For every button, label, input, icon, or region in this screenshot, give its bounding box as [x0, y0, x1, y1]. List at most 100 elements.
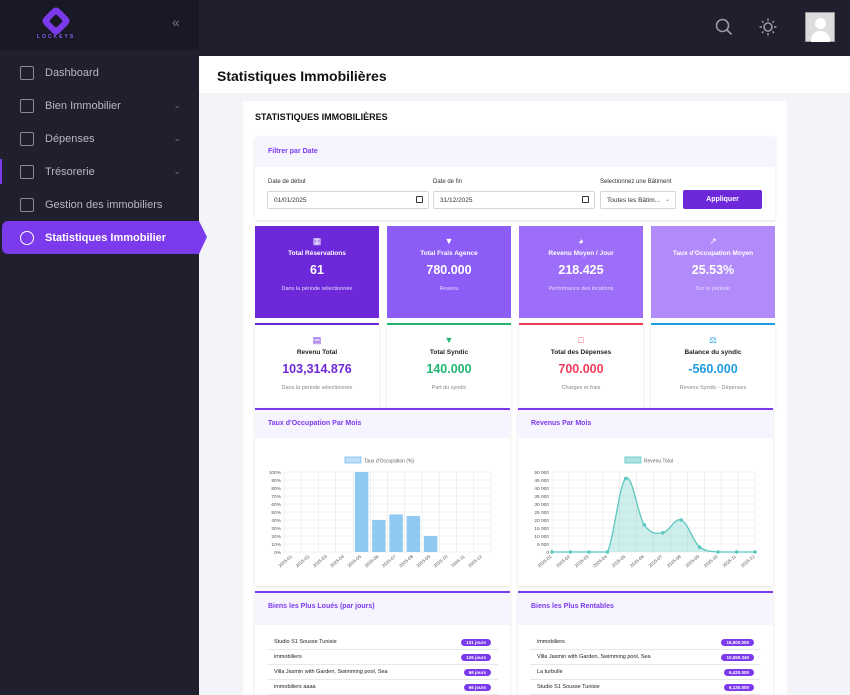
end-date-input[interactable]: 31/12/2025: [433, 191, 595, 209]
avatar[interactable]: [805, 12, 835, 42]
property-name: Studio S1 Sousse Tunisie: [537, 684, 600, 690]
building-select[interactable]: Toutes les Bâtim... ⌄: [600, 191, 676, 209]
bank-icon: [20, 164, 34, 179]
chevron-down-icon: ⌄: [173, 133, 181, 143]
chevron-down-icon: ⌄: [173, 100, 181, 110]
sidebar-item-gestion-immobiliers[interactable]: Gestion des immobiliers: [0, 188, 199, 221]
sidebar-item-depenses[interactable]: Dépenses ⌄: [0, 122, 199, 155]
sidebar-item-bien-immobilier[interactable]: Bien Immobilier ⌄: [0, 89, 199, 122]
kpi-balance-syndic: ⚖ Balance du syndic -560.000 Revenu Synd…: [651, 323, 775, 409]
days-badge: 131 jours: [461, 638, 491, 646]
y-tick-label: 0: [546, 550, 549, 556]
page-header: Statistiques Immobilières: [199, 56, 850, 93]
revenue-badge: 18,800.000: [721, 638, 754, 646]
receipt-icon: □: [578, 335, 584, 345]
topbar: [199, 0, 850, 56]
days-badge: 66 jours: [463, 683, 491, 691]
days-badge: 126 jours: [461, 653, 491, 661]
y-tick-label: 90%: [271, 478, 281, 484]
y-tick-label: 0%: [274, 550, 282, 556]
y-tick-label: 50 000: [534, 470, 549, 476]
brand-name: LOCKEYS: [37, 34, 76, 40]
x-tick-label: 2025-05: [611, 554, 627, 569]
kpi-label: Balance du syndic: [684, 349, 742, 356]
data-point: [697, 545, 702, 549]
revenue-area-chart: Revenu Total 0 5 000 10 000 15 000 20 000 25 0…: [534, 456, 757, 569]
kpi-subtext: Charges et frais: [561, 385, 601, 391]
property-name: Studio S1 Sousse Tunisie: [274, 639, 337, 645]
kpi-revenu-moyen: ◕ Revenu Moyen / Jour 218.425 Performanc…: [519, 226, 643, 318]
top-rented-panel: Biens les Plus Loués (par jours) Studio …: [255, 591, 510, 695]
y-tick-label: 20 000: [534, 518, 549, 524]
y-tick-label: 5 000: [537, 542, 549, 548]
data-point: [642, 523, 647, 527]
hand-coin-icon: ▼: [444, 335, 454, 345]
apply-button[interactable]: Appliquer: [683, 190, 762, 209]
balance-scale-icon: ⚖: [708, 335, 718, 345]
sidebar-item-tresorerie[interactable]: Trésorerie ⌄: [0, 155, 199, 188]
logo-icon: [40, 5, 72, 37]
start-date-input[interactable]: 01/01/2025: [267, 191, 429, 209]
end-date-label: Date de fin: [433, 179, 463, 185]
calendar-icon: ▦: [312, 236, 322, 246]
kpi-label: Total Réservations: [288, 250, 346, 257]
legend-swatch: [344, 456, 362, 464]
x-tick-label: 2025-11: [450, 554, 466, 569]
kpi-label: Total des Dépenses: [550, 349, 612, 356]
top-rented-title: Biens les Plus Loués (par jours): [255, 593, 510, 625]
x-tick-label: 2025-12: [467, 554, 483, 569]
occupancy-bar-chart: Taux d'Occupation (%) 0% 10% 20% 30% 40% 50% 60…: [269, 456, 492, 569]
search-icon[interactable]: [715, 18, 733, 36]
kpi-label: Revenu Total: [296, 349, 338, 356]
x-tick-label: 2025-08: [666, 554, 682, 569]
kpi-label: Total Syndic: [429, 349, 469, 356]
sidebar-item-label: Gestion des immobiliers: [45, 198, 163, 211]
sidebar-item-dashboard[interactable]: Dashboard: [0, 56, 199, 89]
kpi-value: 780.000: [426, 263, 472, 277]
kpi-subtext: Performance des locations: [548, 286, 614, 292]
bar: [406, 516, 421, 552]
start-date-value: 01/01/2025: [274, 197, 307, 204]
data-point: [660, 531, 665, 535]
collapse-sidebar-icon[interactable]: «: [172, 14, 180, 30]
y-tick-label: 40 000: [534, 486, 549, 492]
bar: [423, 536, 438, 552]
kpi-value: 140.000: [426, 362, 472, 376]
end-date-value: 31/12/2025: [440, 197, 473, 204]
x-tick-label: 2025-10: [703, 554, 719, 569]
kpi-label: Revenu Moyen / Jour: [548, 250, 614, 257]
y-tick-label: 10 000: [534, 534, 549, 540]
bar: [389, 514, 403, 552]
logo-area: LOCKEYS «: [0, 0, 199, 50]
y-tick-label: 80%: [271, 486, 281, 492]
data-point: [753, 550, 757, 554]
x-tick-label: 2025-03: [574, 554, 590, 569]
theme-sun-icon[interactable]: [759, 18, 777, 36]
y-tick-label: 60%: [271, 502, 281, 508]
kpi-subtext: Dans la période sélectionnée: [281, 286, 353, 292]
building-label: Selectionnez une Bâtiment: [600, 179, 672, 185]
x-tick-label: 2025-02: [555, 554, 571, 569]
chevron-down-icon: ⌄: [173, 166, 181, 176]
sidebar-item-label: Dashboard: [45, 66, 99, 79]
bar: [354, 472, 369, 552]
x-tick-label: 2025-06: [364, 554, 380, 569]
y-tick-label: 15 000: [534, 526, 549, 532]
property-name: Villa Jasmin with Garden, Swimming pool,…: [274, 669, 388, 675]
kpi-value: 700.000: [558, 362, 604, 376]
y-tick-label: 35 000: [534, 494, 549, 500]
list-item: Studio S1 Sousse Tunisie 131 jours: [267, 635, 498, 650]
list-item: immobiliers aaaa 66 jours: [267, 680, 498, 695]
kpi-value: 25.53%: [691, 263, 735, 277]
sidebar-item-statistiques[interactable]: Statistiques Immobilier: [2, 221, 207, 254]
top-profitable-panel: Biens les Plus Rentables immobiliers 18,8…: [518, 591, 773, 695]
x-tick-label: 2025-07: [648, 554, 664, 569]
days-badge: 66 jours: [463, 668, 491, 676]
y-tick-label: 70%: [271, 494, 281, 500]
x-tick-label: 2025-08: [398, 554, 414, 569]
stats-content: STATISTIQUES IMMOBILIÈRES Filtrer par Da…: [243, 101, 787, 695]
sidebar-item-label: Bien Immobilier: [45, 99, 121, 112]
property-name: immobiliers aaaa: [274, 684, 316, 690]
wallet-icon: [20, 131, 34, 146]
list-item: immobiliers 18,800.000: [530, 635, 761, 650]
